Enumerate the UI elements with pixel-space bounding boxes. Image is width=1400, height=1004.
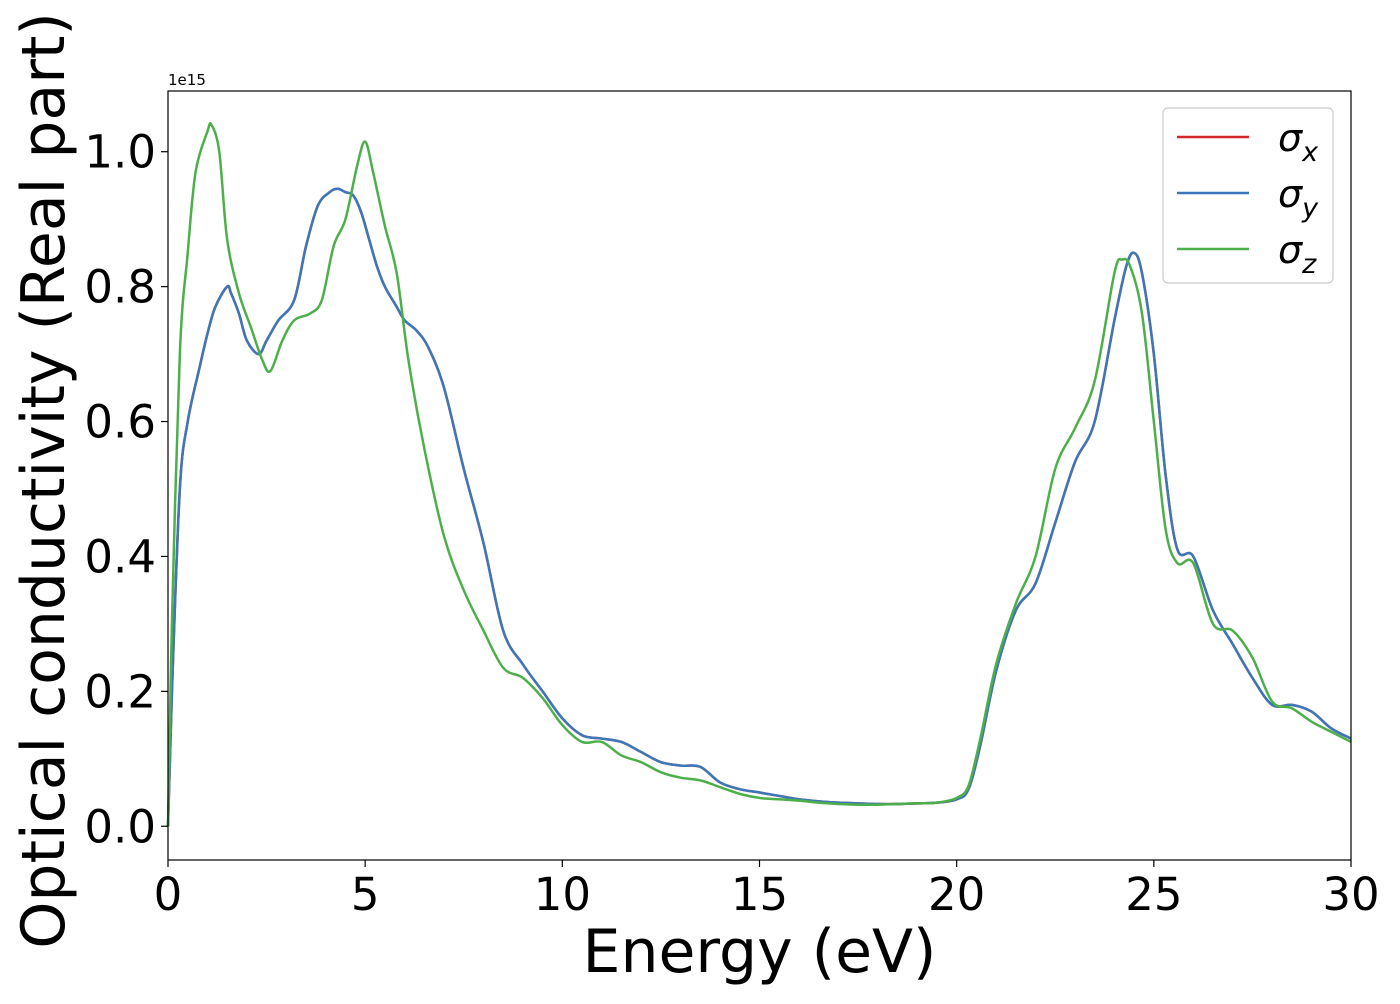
series-line-y (166, 187, 1352, 827)
legend-label-base: σ (1278, 172, 1304, 216)
legend-label: σx (1278, 116, 1319, 168)
y-axis-ticks: 0.0 0.2 0.4 0.6 0.8 1.0 (84, 126, 168, 853)
y-tick-label: 1.0 (84, 126, 156, 179)
x-tick-label: 10 (534, 868, 591, 921)
x-tick-label: 0 (154, 868, 183, 921)
legend-box (1162, 107, 1334, 284)
legend-label-base: σ (1278, 228, 1304, 272)
legend-label: σy (1278, 172, 1319, 224)
x-tick-label: 5 (351, 868, 380, 921)
y-tick-label: 0.6 (84, 396, 156, 449)
x-tick-label: 30 (1322, 868, 1379, 921)
x-tick-label: 25 (1125, 868, 1182, 921)
y-tick-label: 0.0 (84, 800, 156, 853)
plot-lines (166, 122, 1352, 827)
x-tick-label: 15 (731, 868, 788, 921)
x-axis-ticks: 0 5 10 15 20 25 30 (154, 860, 1380, 921)
legend-item-z: σz (1177, 228, 1317, 280)
y-axis-label: Optical conductivity (Real part) (9, 12, 79, 949)
legend-label-subscript: y (1301, 193, 1319, 224)
y-tick-label: 0.2 (84, 665, 156, 718)
x-tick-label: 20 (928, 868, 985, 921)
y-tick-label: 0.4 (84, 530, 156, 583)
legend-label: σz (1278, 228, 1317, 280)
legend-item-y: σy (1177, 172, 1319, 224)
x-axis-label: Energy (eV) (583, 917, 937, 987)
legend-label-subscript: x (1301, 137, 1319, 168)
y-tick-label: 0.8 (84, 261, 156, 314)
legend-item-x: σx (1177, 116, 1319, 168)
series-line-x (166, 187, 1352, 827)
legend-label-base: σ (1278, 116, 1304, 160)
y-offset-label: 1e15 (168, 71, 206, 89)
legend-label-subscript: z (1301, 249, 1317, 280)
series-line-z (166, 122, 1352, 827)
